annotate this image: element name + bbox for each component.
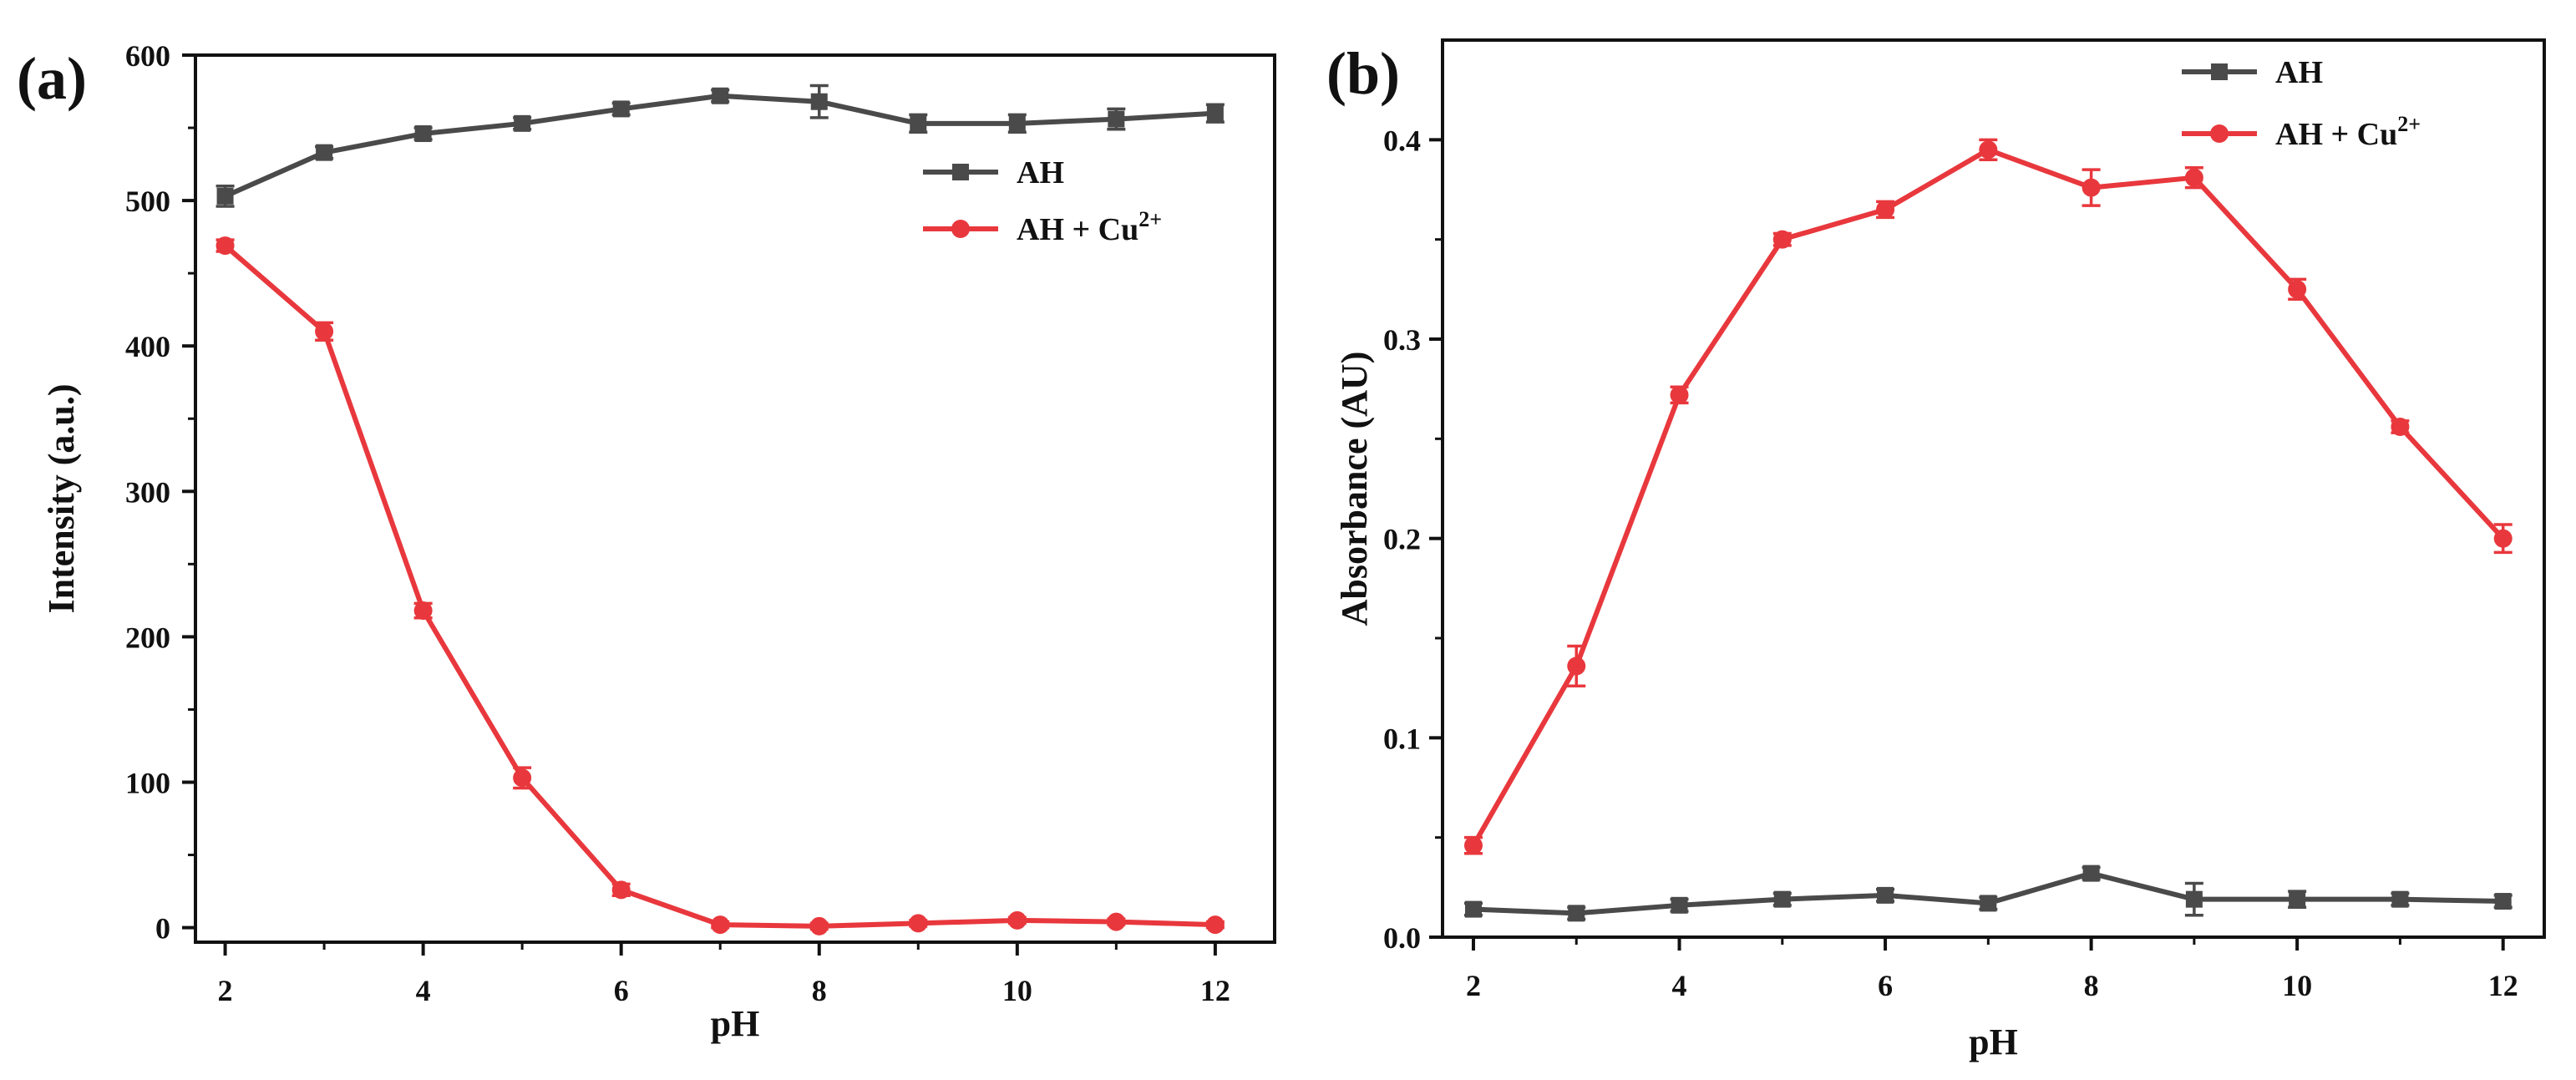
data-point-square [2391,890,2409,908]
data-point-square [910,114,927,132]
y-tick-label: 0 [155,912,170,946]
y-tick-label: 400 [125,330,170,363]
y-tick-label: 200 [125,621,170,654]
legend-marker-circle [2210,124,2229,143]
y-tick-label: 0.1 [1383,722,1421,755]
legend-marker-square [952,164,969,180]
legend-label: AH + Cu2+ [1017,207,1162,247]
data-point-square [316,144,333,161]
data-point-circle [1772,230,1792,249]
data-point-square [1671,896,1688,914]
data-point-circle [216,236,235,256]
series-line [1471,147,2505,847]
plot-frame [1441,38,2546,939]
data-point-circle [909,914,928,933]
legend-label-main: AH + Cu [2275,117,2397,152]
y-tick-label: 600 [125,39,170,73]
data-point-circle [2391,418,2410,437]
data-point-circle [1979,140,1998,160]
data-point-circle [711,915,730,935]
data-point-circle [611,880,631,900]
x-tick-label: 12 [2488,969,2518,1002]
data-point-square [1877,886,1894,904]
panel-label: (a) [17,45,87,112]
data-point-square [2289,890,2306,908]
legend-label: AH [1017,155,1064,190]
y-tick-label: 0.4 [1383,124,1421,157]
x-tick-label: 6 [1878,969,1893,1002]
y-tick-label: 0.3 [1383,323,1421,357]
data-point-square [712,87,729,104]
data-point-square [1206,104,1224,122]
y-tick-label: 0.2 [1383,523,1421,556]
panel-a-chart: 2 4 6 8 10 12 0 100 200 300 400 500 600 pH Intensity (… [17,39,1276,1044]
x-tick-label: 8 [2084,969,2099,1002]
x-axis-title: pH [1969,1022,2018,1062]
data-point-circle [2082,178,2101,197]
x-tick-label: 4 [416,974,431,1007]
y-tick-label: 0.0 [1383,921,1421,955]
panel-b-chart: 2 4 6 8 10 12 0.0 0.1 0.2 0.3 0.4 pH Absorbance (AU)… [1326,38,2546,1062]
data-point-circle [1567,657,1586,676]
series-line [224,93,1216,199]
data-point-square [612,100,630,118]
data-point-square [2494,893,2512,910]
data-point-square [1568,905,1585,922]
x-tick-label: 8 [812,974,827,1007]
legend-label-main: AH [2275,55,2323,90]
x-axis-title: pH [711,1003,760,1044]
data-point-square [414,125,432,143]
legend-label: AH + Cu2+ [2275,112,2421,152]
legend-marker-circle [951,220,970,238]
series-line [223,243,1215,929]
data-point-circle [2493,529,2513,548]
legend-label: AH [2275,55,2323,90]
data-point-square [2082,865,2100,882]
data-point-circle [1007,910,1027,930]
data-point-circle [1876,200,1895,219]
legend-label-main: AH + Cu [1017,212,1138,247]
data-point-square [1980,895,1997,912]
data-point-square [1108,110,1125,128]
data-point-square [1773,890,1791,908]
data-point-circle [1670,385,1689,404]
data-point-circle [2288,280,2307,299]
y-tick-label: 500 [125,185,170,218]
data-point-circle [315,322,334,341]
legend-marker-square [2211,63,2228,80]
data-point-circle [413,601,433,621]
panel-label: (b) [1326,40,1400,107]
plot-frame [194,53,1276,944]
data-point-square [1008,114,1026,132]
legend-label-main: AH [1017,155,1064,190]
y-axis-title: Intensity (a.u.) [41,383,82,613]
y-tick-label: 300 [125,475,170,509]
data-point-square [2185,890,2203,908]
x-tick-label: 6 [614,974,629,1007]
data-point-circle [809,916,829,935]
x-tick-label: 2 [1466,969,1481,1002]
x-tick-label: 4 [1672,969,1687,1002]
data-point-square [1464,900,1482,918]
legend-label-sup: 2+ [2397,112,2421,136]
x-tick-label: 10 [2282,969,2312,1002]
data-point-square [810,93,828,110]
y-tick-label: 100 [125,766,170,799]
x-tick-label: 10 [1002,974,1032,1007]
x-tick-label: 12 [1200,974,1230,1007]
data-point-square [216,187,234,205]
x-tick-label: 2 [218,974,233,1007]
data-point-circle [513,768,532,788]
y-axis-title: Absorbance (AU) [1334,352,1375,626]
data-point-square [514,114,531,132]
legend-label-sup: 2+ [1138,207,1162,231]
data-point-circle [1107,912,1126,931]
data-point-circle [2184,168,2203,187]
data-point-circle [1205,915,1225,935]
data-point-circle [1463,836,1483,855]
